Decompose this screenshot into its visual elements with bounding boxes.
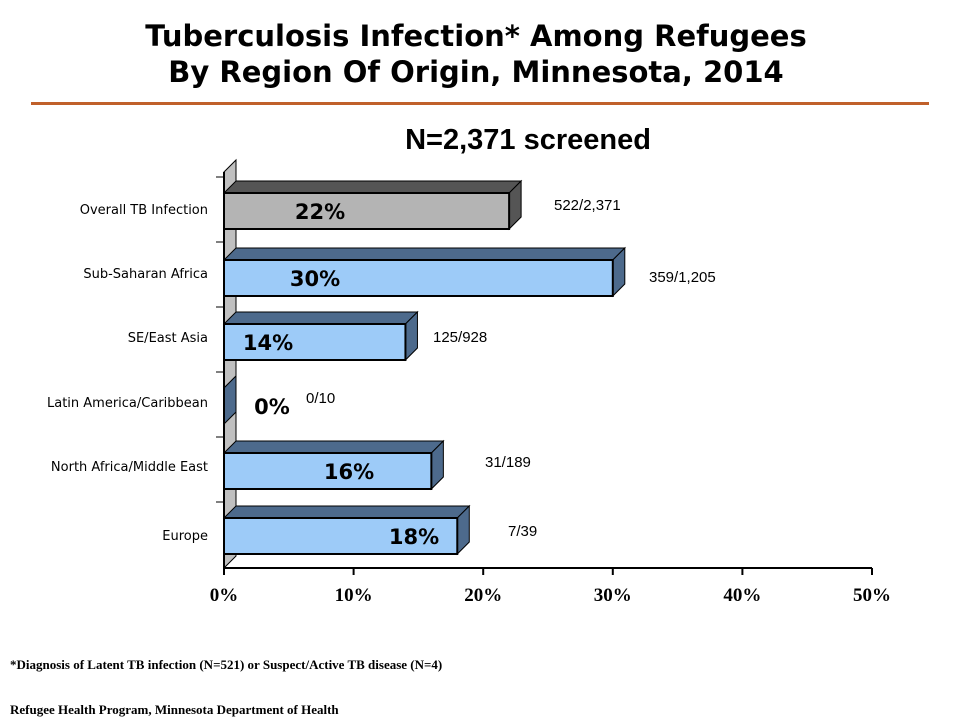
count-label-3: 0/10	[306, 390, 335, 407]
count-label-0: 522/2,371	[554, 197, 621, 214]
bar-1-top	[222, 247, 627, 261]
chart-subtitle: N=2,371 screened	[405, 124, 651, 156]
category-label-5: Europe	[162, 529, 208, 544]
count-label-2: 125/928	[433, 329, 487, 346]
count-label-5: 7/39	[508, 523, 537, 540]
x-tick-label-3: 30%	[594, 585, 632, 606]
x-tick-label-2: 20%	[464, 585, 502, 606]
bar-5-top	[222, 505, 471, 519]
category-label-2: SE/East Asia	[128, 331, 208, 346]
bar-1-front	[223, 259, 614, 297]
bar-4-top	[222, 440, 445, 454]
chart-title-line-1: Tuberculosis Infection* Among Refugees	[145, 19, 807, 53]
x-tick-label-4: 40%	[723, 585, 761, 606]
category-label-3: Latin America/Caribbean	[47, 396, 208, 411]
bar-4-front	[223, 452, 433, 490]
category-label-4: North Africa/Middle East	[51, 460, 208, 475]
x-tick-label-1: 10%	[335, 585, 373, 606]
bar-0-top	[222, 180, 523, 194]
chart-title: Tuberculosis Infection* Among Refugees B…	[0, 18, 952, 90]
value-label-3: 0%	[254, 395, 290, 419]
category-label-1: Sub-Saharan Africa	[83, 267, 208, 282]
x-tick-label-5: 50%	[853, 585, 891, 606]
title-divider	[31, 102, 929, 105]
footnote: *Diagnosis of Latent TB infection (N=521…	[10, 657, 443, 672]
bar-0-front	[223, 192, 511, 230]
value-label-5: 18%	[389, 525, 439, 549]
category-label-0: Overall TB Infection	[80, 203, 208, 218]
source-note: Refugee Health Program, Minnesota Depart…	[10, 702, 339, 717]
x-tick-label-0: 0%	[210, 585, 239, 606]
count-label-4: 31/189	[485, 454, 531, 471]
value-label-2: 14%	[243, 331, 293, 355]
bar-2-top	[222, 311, 419, 325]
chart-title-line-2: By Region Of Origin, Minnesota, 2014	[168, 55, 784, 89]
value-label-0: 22%	[295, 200, 345, 224]
count-label-1: 359/1,205	[649, 269, 716, 286]
value-label-4: 16%	[324, 460, 374, 484]
value-label-1: 30%	[290, 267, 340, 291]
